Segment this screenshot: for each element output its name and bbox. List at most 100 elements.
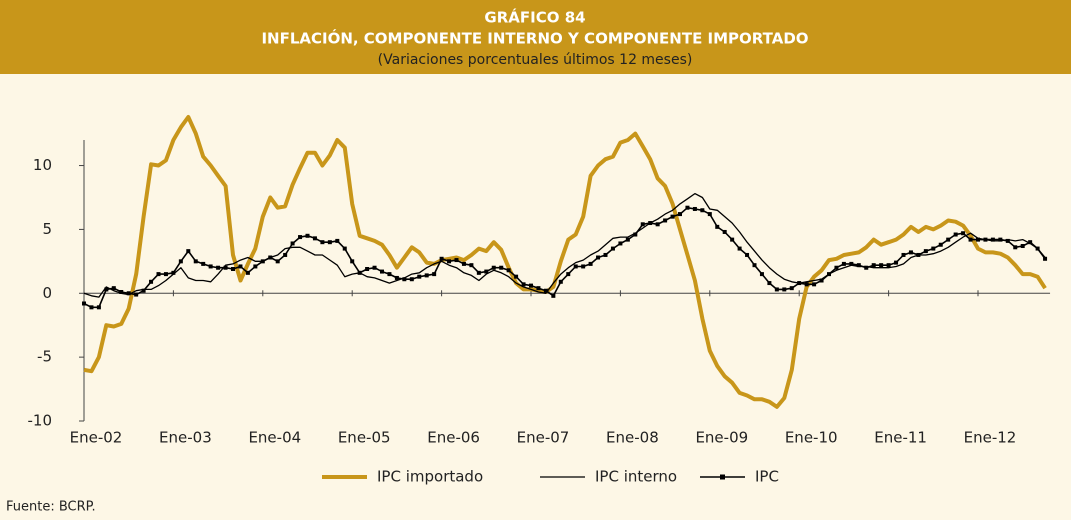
- line-marker: [126, 291, 131, 296]
- line-marker: [648, 221, 653, 226]
- line-marker: [439, 256, 444, 261]
- line-marker: [536, 286, 541, 291]
- x-tick-label: Ene-07: [517, 429, 570, 447]
- line-marker: [134, 292, 139, 297]
- line-marker: [841, 261, 846, 266]
- line-marker: [1043, 256, 1048, 261]
- line-marker: [804, 282, 809, 287]
- line-marker: [499, 265, 504, 270]
- line-marker: [290, 241, 295, 246]
- line-marker: [89, 305, 94, 310]
- line-marker: [745, 252, 750, 257]
- line-marker: [908, 250, 913, 255]
- line-marker: [387, 272, 392, 277]
- line-marker: [588, 261, 593, 266]
- chart-title: GRÁFICO 84: [484, 8, 585, 27]
- line-marker: [923, 249, 928, 254]
- header-band: [0, 0, 1071, 74]
- line-marker: [521, 282, 526, 287]
- line-marker: [447, 259, 452, 264]
- line-marker: [618, 241, 623, 246]
- line-marker: [797, 281, 802, 286]
- line-marker: [365, 267, 370, 272]
- line-marker: [886, 263, 891, 268]
- line-marker: [253, 264, 258, 269]
- line-marker: [610, 246, 615, 251]
- line-marker: [163, 272, 168, 277]
- line-marker: [640, 222, 645, 227]
- line-marker: [625, 237, 630, 242]
- line-marker: [551, 293, 556, 298]
- line-marker: [402, 277, 407, 282]
- legend-label: IPC importado: [377, 468, 483, 486]
- line-marker: [596, 255, 601, 260]
- line-marker: [350, 259, 355, 264]
- line-marker: [961, 231, 966, 236]
- line-marker: [1028, 240, 1033, 245]
- line-marker: [856, 263, 861, 268]
- line-marker: [774, 287, 779, 292]
- y-tick-label: -10: [28, 412, 53, 430]
- x-tick-label: Ene-09: [695, 429, 748, 447]
- line-marker: [424, 273, 429, 278]
- line-marker: [208, 264, 213, 269]
- x-tick-label: Ene-05: [338, 429, 391, 447]
- line-marker: [260, 259, 265, 264]
- line-marker: [476, 270, 481, 275]
- line-marker: [506, 268, 511, 273]
- line-marker: [335, 238, 340, 243]
- line-marker: [82, 301, 86, 306]
- x-tick-label: Ene-03: [159, 429, 212, 447]
- line-marker: [700, 208, 705, 213]
- line-marker: [171, 270, 176, 275]
- line-marker: [953, 232, 958, 237]
- y-tick-label: -5: [37, 348, 52, 366]
- line-marker: [529, 283, 533, 288]
- line-marker: [178, 259, 183, 264]
- line-marker: [186, 249, 191, 254]
- line-marker: [931, 246, 936, 251]
- line-marker: [223, 265, 228, 270]
- line-marker: [268, 255, 273, 260]
- line-marker: [409, 277, 414, 282]
- line-marker: [238, 264, 243, 269]
- line-marker: [111, 286, 116, 291]
- line-marker: [670, 214, 675, 219]
- line-marker: [573, 264, 578, 269]
- line-marker: [983, 237, 988, 242]
- line-marker: [871, 263, 876, 268]
- line-marker: [827, 272, 831, 277]
- line-marker: [722, 229, 727, 234]
- legend-label: IPC: [755, 468, 779, 486]
- x-tick-label: Ene-10: [785, 429, 838, 447]
- line-marker: [633, 232, 638, 237]
- line-series: [83, 115, 1047, 409]
- line-marker: [737, 246, 742, 251]
- line-marker: [216, 265, 221, 270]
- line-marker: [372, 265, 377, 270]
- line-marker: [894, 260, 899, 265]
- line-marker: [193, 259, 198, 264]
- line-marker: [96, 305, 101, 310]
- line-marker: [298, 235, 303, 240]
- line-marker: [1013, 245, 1018, 250]
- x-tick-label: Ene-11: [874, 429, 927, 447]
- line-marker: [938, 242, 943, 247]
- line-marker: [305, 233, 310, 238]
- line-marker: [819, 278, 824, 283]
- line-marker: [864, 265, 869, 270]
- line-marker: [283, 252, 288, 257]
- line-marker: [1020, 244, 1025, 249]
- line-marker: [104, 287, 109, 292]
- line-marker: [849, 261, 854, 266]
- x-tick-label: Ene-04: [248, 429, 301, 447]
- line-marker: [968, 237, 973, 242]
- x-tick-label: Ene-06: [427, 429, 480, 447]
- line-marker: [149, 279, 154, 284]
- line-marker: [767, 281, 772, 286]
- line-marker: [245, 270, 250, 275]
- line-series: [83, 206, 1046, 309]
- x-tick-label: Ene-08: [606, 429, 659, 447]
- line-series: [83, 192, 1046, 298]
